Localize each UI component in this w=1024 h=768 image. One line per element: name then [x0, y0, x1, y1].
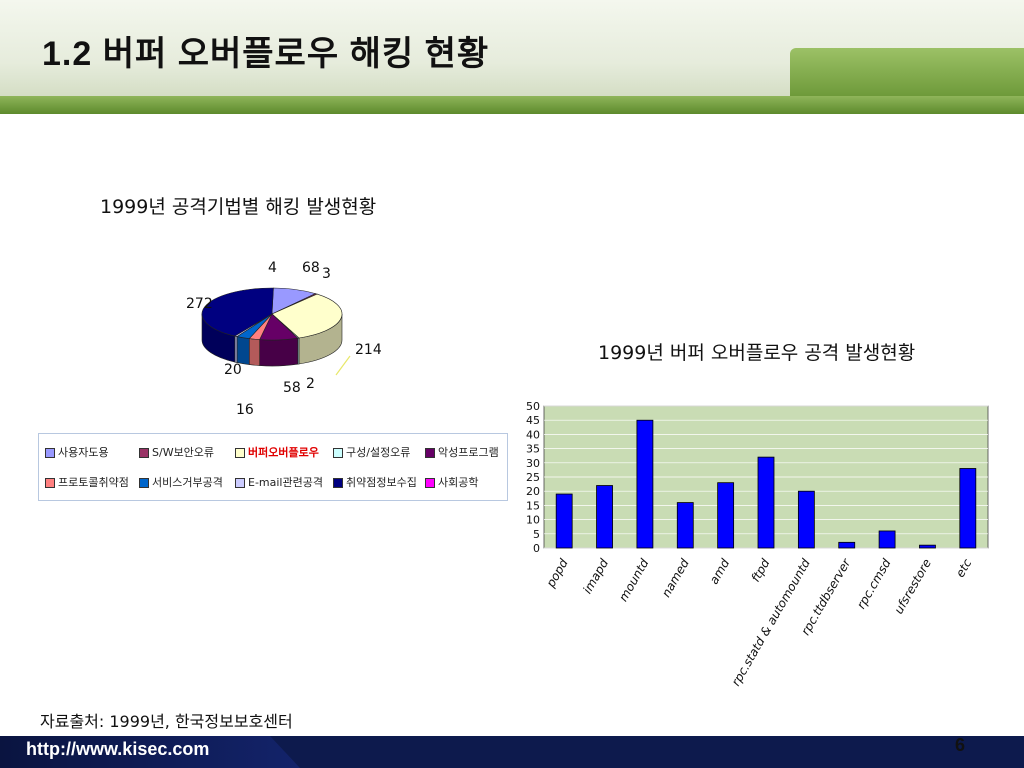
bar-0 — [555, 493, 573, 549]
footer-url-link[interactable]: http://www.kisec.com — [26, 739, 210, 759]
bar-ytick-2: 10 — [526, 514, 540, 527]
legend-swatch-0 — [45, 448, 55, 458]
pie-slice-8 — [201, 287, 274, 337]
pie-data-label-8: 272 — [186, 296, 213, 312]
bar-1 — [596, 485, 613, 549]
legend-label-6: 서비스거부공격 — [152, 476, 223, 489]
legend-label-5: 프로토콜취약점 — [58, 476, 129, 489]
pie-data-label-3: 214 — [355, 342, 382, 358]
bar-7 — [838, 541, 856, 549]
bar-ytick-10: 50 — [526, 400, 540, 413]
pie-data-label-2: 3 — [322, 266, 331, 282]
bar-category-label-8: rpc.cmsd — [854, 556, 894, 611]
legend-swatch-5 — [45, 478, 55, 488]
legend-item-0: 사용자도용 — [45, 444, 109, 460]
legend-label-7: E-mail관련공격 — [248, 476, 323, 489]
legend-item-4: 악성프로그램 — [425, 444, 499, 460]
legend-label-9: 사회공학 — [438, 476, 479, 489]
pie-side-6 — [236, 336, 250, 365]
bar-category-label-4: amd — [707, 556, 733, 586]
legend-label-4: 악성프로그램 — [438, 446, 499, 459]
bar-ytick-4: 20 — [526, 485, 540, 498]
bar-ytick-7: 35 — [526, 443, 540, 456]
header-tab-decoration — [790, 48, 1024, 96]
bar-9 — [919, 544, 936, 549]
legend-swatch-2 — [235, 448, 245, 458]
pie-chart: 4 68 3 214 2 58 16 20 272 — [186, 260, 382, 418]
pie-side-5 — [248, 338, 260, 366]
bar-10 — [959, 468, 977, 549]
legend-item-2: 버퍼오버플로우 — [235, 444, 319, 460]
bar-ytick-1: 5 — [533, 528, 540, 541]
bar-ytick-0: 0 — [533, 542, 540, 555]
pie-chart-title: 1999년 공격기법별 해킹 발생현황 — [100, 196, 377, 218]
legend-swatch-3 — [333, 448, 343, 458]
pie-leader-line — [335, 355, 351, 376]
pie-side-7 — [234, 335, 238, 363]
legend-item-8: 취약점정보수집 — [333, 474, 417, 490]
legend-label-2: 버퍼오버플로우 — [248, 446, 319, 459]
bar-ytick-6: 30 — [526, 457, 540, 470]
bar-5 — [757, 456, 775, 549]
pie-data-label-7: 20 — [224, 362, 242, 378]
legend-swatch-9 — [425, 478, 435, 488]
legend-item-6: 서비스거부공격 — [139, 474, 223, 490]
pie-data-label-5: 58 — [283, 380, 301, 396]
bar-ytick-9: 45 — [526, 414, 540, 427]
bar-4 — [717, 482, 735, 549]
bar-6 — [797, 490, 815, 549]
bar-2 — [636, 419, 654, 549]
legend-label-3: 구성/설정오류 — [346, 446, 411, 459]
bar-category-label-2: mountd — [616, 556, 652, 604]
pie-side-4 — [259, 337, 299, 367]
source-note: 자료출처: 1999년, 한국정보보호센터 — [40, 712, 293, 731]
pie-data-label-6: 16 — [236, 402, 254, 418]
bar-ytick-5: 25 — [526, 471, 540, 484]
legend-label-8: 취약점정보수집 — [346, 476, 417, 489]
pie-slice-2 — [271, 293, 343, 339]
page-title: 1.2 버퍼 오버플로우 해킹 현황 — [42, 35, 490, 73]
footer-wedge — [0, 736, 300, 768]
bar-category-label-9: ufsrestore — [891, 557, 934, 617]
bar-category-label-6: rpc.statd & automountd — [729, 556, 813, 688]
header-stripe — [0, 96, 1024, 114]
legend-swatch-7 — [235, 478, 245, 488]
legend-item-5: 프로토콜취약점 — [45, 474, 129, 490]
bar-ytick-8: 40 — [526, 428, 540, 441]
page-number: 6 — [955, 735, 966, 755]
legend-item-3: 구성/설정오류 — [333, 444, 410, 460]
legend-label-1: S/W보안오류 — [152, 446, 215, 459]
bar-category-label-5: ftpd — [748, 556, 772, 584]
legend-item-7: E-mail관련공격 — [235, 474, 323, 490]
bar-8 — [878, 530, 896, 549]
legend-swatch-1 — [139, 448, 149, 458]
legend-swatch-4 — [425, 448, 435, 458]
bar-chart-title: 1999년 버퍼 오버플로우 공격 발생현황 — [598, 342, 916, 364]
pie-data-label-4: 2 — [306, 376, 315, 392]
bar-category-label-10: etc — [953, 556, 975, 580]
bar-category-label-1: imapd — [580, 556, 611, 596]
pie-data-label-1: 68 — [302, 260, 320, 276]
bar-category-label-3: named — [659, 556, 692, 599]
bar-3 — [676, 502, 694, 549]
pie-data-label-0: 4 — [268, 260, 277, 276]
legend-swatch-8 — [333, 478, 343, 488]
legend-swatch-6 — [139, 478, 149, 488]
legend-label-0: 사용자도용 — [58, 446, 109, 459]
legend-item-9: 사회공학 — [425, 474, 478, 490]
bar-category-label-0: popd — [543, 556, 571, 590]
bar-ytick-3: 15 — [526, 499, 540, 512]
legend-item-1: S/W보안오류 — [139, 444, 214, 460]
